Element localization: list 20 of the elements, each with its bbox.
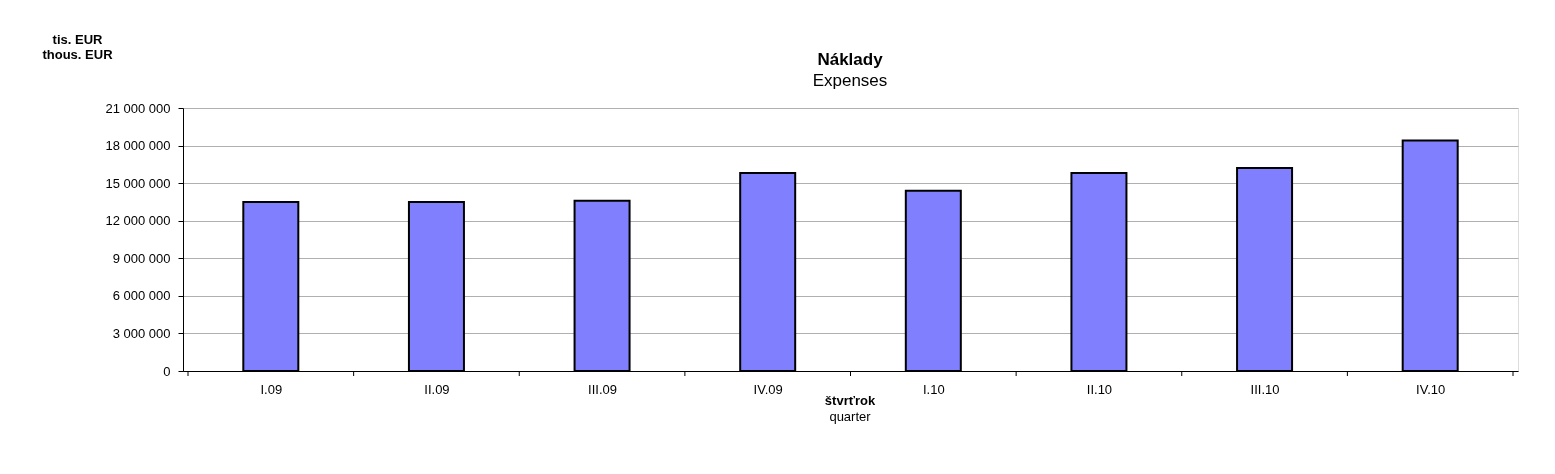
x-tick-label: II.10: [1086, 381, 1113, 397]
y-tick-label: 3 000 000: [112, 325, 171, 341]
x-tick-label: IV.09: [753, 381, 783, 397]
chart-subtitle: Expenses: [812, 71, 888, 90]
chart-title: Náklady: [817, 50, 884, 69]
x-tick-label: I.10: [922, 381, 945, 397]
y-tick-label: 12 000 000: [105, 213, 171, 229]
y-tick-label: 18 000 000: [105, 138, 171, 154]
y-tick-label: 6 000 000: [112, 288, 171, 304]
x-tick-label: IV.10: [1416, 381, 1446, 397]
x-tick-label: III.09: [588, 381, 618, 397]
y-tick-label: 21 000 000: [105, 100, 171, 116]
x-axis-title: štvrťrok quarter: [824, 393, 876, 424]
y-tick-label: 0: [163, 363, 171, 379]
x-tick-label: III.10: [1250, 381, 1280, 397]
y-tick-label: 9 000 000: [112, 250, 171, 266]
x-tick-label: I.09: [260, 381, 283, 397]
y-tick-label: 15 000 000: [105, 175, 171, 191]
x-tick-label: II.09: [424, 381, 450, 397]
y-axis-title: tis. EUR thous. EUR: [42, 31, 114, 62]
